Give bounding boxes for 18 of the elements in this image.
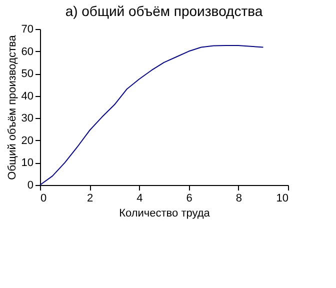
x-tick-label: 4 [136, 192, 143, 204]
chart-title: а) общий объём производства [65, 3, 263, 19]
x-tick-label: 2 [87, 192, 94, 204]
x-tick-label: 10 [276, 192, 288, 204]
y-tick-label: 50 [21, 68, 34, 80]
y-tick-label: 30 [21, 112, 34, 125]
x-tick-label: 8 [236, 192, 242, 204]
y-tick-label: 70 [21, 24, 34, 36]
y-tick-label: 40 [21, 90, 34, 102]
y-axis-title: Общий объём производства [6, 34, 18, 180]
x-tick-label: 6 [186, 192, 192, 204]
x-axis-title: Количество труда [119, 208, 211, 220]
y-tick-label: 0 [27, 180, 34, 192]
y-tick-label: 20 [21, 134, 34, 147]
y-tick-label: 60 [21, 46, 34, 58]
x-tick-label: 0 [40, 192, 47, 204]
line-series [40, 44, 264, 186]
y-tick-label: 10 [21, 157, 34, 170]
